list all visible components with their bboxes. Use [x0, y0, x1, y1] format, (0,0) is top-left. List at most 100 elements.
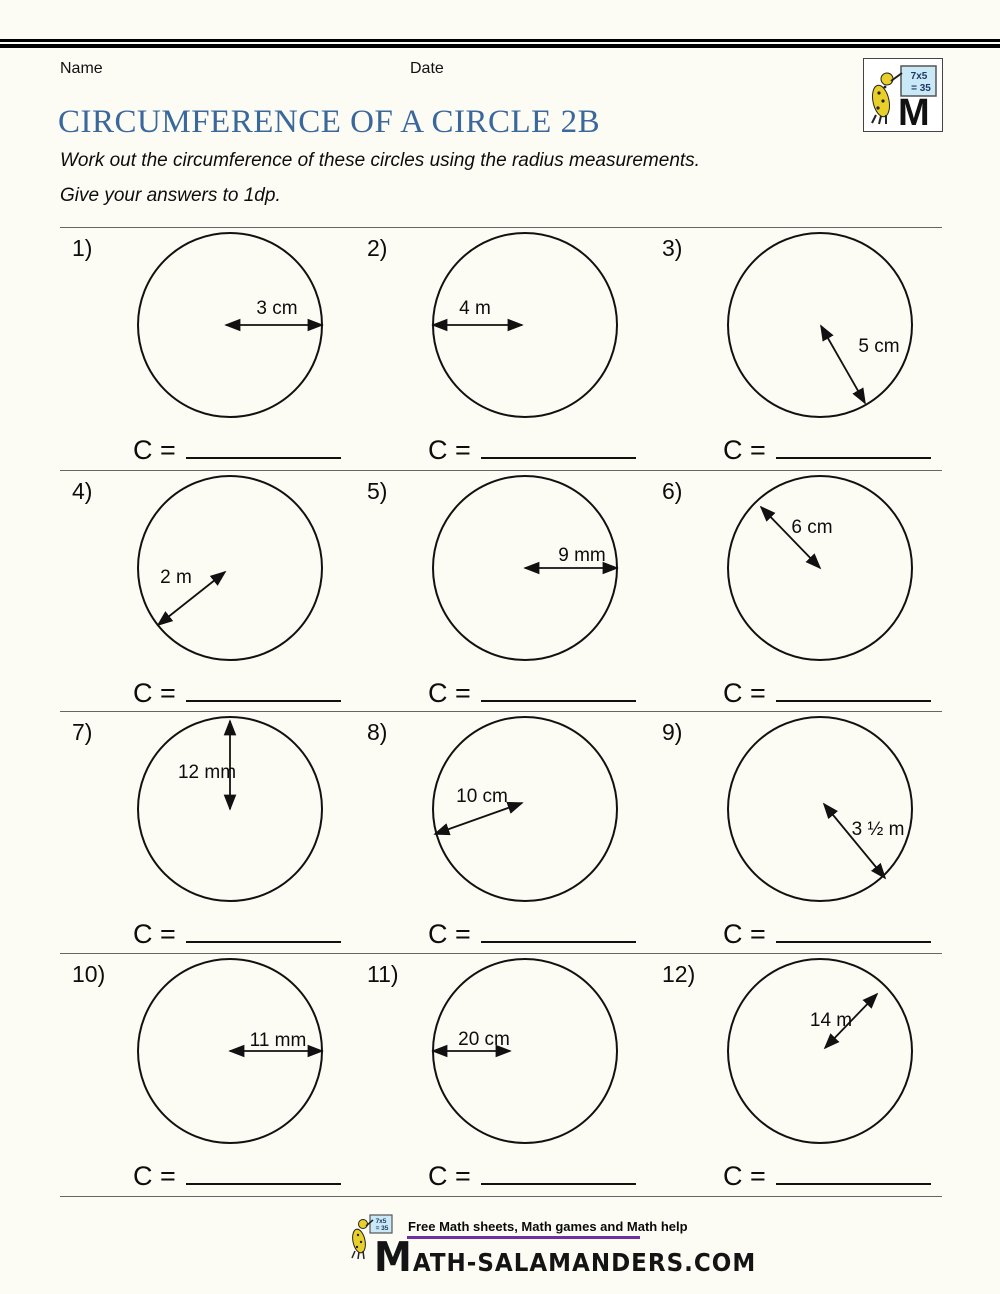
radius-label: 20 cm — [458, 1029, 510, 1050]
circle-shape — [432, 716, 618, 902]
circle-shape — [137, 475, 323, 661]
circle-diagram: 14 m — [650, 957, 950, 1154]
radius-arrow — [759, 505, 822, 570]
problem-number: 11) — [367, 961, 399, 987]
answer-blank-line[interactable] — [775, 913, 931, 943]
answer-blank-line[interactable] — [775, 672, 931, 702]
problem-cell: 7) 12 mm C = — [60, 711, 355, 952]
problem-cell: 9) 3 ½ m C = — [650, 711, 945, 952]
circle-diagram: 3 cm — [60, 231, 360, 428]
svg-text:7x5: 7x5 — [911, 71, 928, 82]
row-separator — [60, 1196, 942, 1197]
answer-blank-line[interactable] — [480, 1155, 636, 1185]
answer-row: C = — [428, 672, 636, 709]
circle-diagram: 9 mm — [355, 474, 655, 671]
circle-diagram: 10 cm — [355, 715, 655, 912]
problem-cell: 11) 20 cm C = — [355, 953, 650, 1194]
problem-number: 10) — [72, 961, 106, 987]
answer-blank-line[interactable] — [185, 672, 341, 702]
svg-text:M: M — [898, 92, 930, 131]
problem-number: 8) — [367, 719, 388, 745]
circle-diagram: 12 mm — [60, 715, 360, 912]
answer-row: C = — [428, 913, 636, 950]
problem-cell: 5) 9 mm C = — [355, 470, 650, 711]
circle-shape — [727, 232, 913, 418]
answer-blank-line[interactable] — [480, 672, 636, 702]
circle-diagram: 20 cm — [355, 957, 655, 1154]
footer-brand: MATH-SALAMANDERS.COM — [374, 1233, 757, 1281]
footer-tagline: Free Math sheets, Math games and Math he… — [408, 1219, 688, 1234]
radius-arrow — [822, 802, 887, 880]
circle-shape — [727, 716, 913, 902]
problem-number: 9) — [662, 719, 683, 745]
answer-row: C = — [723, 672, 931, 709]
answer-blank-line[interactable] — [480, 429, 636, 459]
answer-blank-line[interactable] — [775, 429, 931, 459]
answer-blank-line[interactable] — [185, 1155, 341, 1185]
top-border-bar — [0, 39, 1000, 48]
radius-label: 3 cm — [256, 298, 297, 319]
radius-arrow — [820, 324, 866, 405]
problem-number: 2) — [367, 235, 388, 261]
row-separator — [60, 227, 942, 228]
svg-text:7x5: 7x5 — [376, 1218, 387, 1225]
radius-label: 5 cm — [858, 336, 899, 357]
problem-cell: 12) 14 m C = — [650, 953, 945, 1194]
problem-number: 12) — [662, 961, 696, 987]
answer-blank-line[interactable] — [185, 429, 341, 459]
radius-label: 10 cm — [456, 786, 508, 807]
answer-row: C = — [428, 1155, 636, 1192]
problem-number: 1) — [72, 235, 93, 261]
date-label: Date — [410, 60, 444, 77]
radius-arrow — [433, 801, 524, 836]
answer-blank-line[interactable] — [775, 1155, 931, 1185]
instruction-line-1: Work out the circumference of these circ… — [60, 150, 700, 171]
problem-number: 6) — [662, 478, 683, 504]
svg-text:= 35: = 35 — [911, 83, 931, 94]
radius-label: 2 m — [160, 567, 192, 588]
radius-label: 11 mm — [250, 1030, 307, 1051]
circle-shape — [727, 958, 913, 1144]
answer-row: C = — [133, 672, 341, 709]
circle-diagram: 4 m — [355, 231, 655, 428]
problem-cell: 4) 2 m C = — [60, 470, 355, 711]
row-separator — [60, 953, 942, 954]
problem-number: 7) — [72, 719, 93, 745]
radius-arrow — [823, 992, 879, 1050]
logo-box: 7x5 = 35 M — [863, 58, 943, 134]
answer-prefix: C = — [723, 678, 766, 708]
circle-diagram: 2 m — [60, 474, 360, 671]
radius-arrow — [156, 570, 227, 627]
answer-blank-line[interactable] — [480, 913, 636, 943]
row-separator — [60, 470, 942, 471]
answer-row: C = — [723, 913, 931, 950]
name-label: Name — [60, 60, 103, 77]
problem-number: 3) — [662, 235, 683, 261]
salamander-logo-icon: 7x5 = 35 M — [871, 65, 937, 134]
radius-label: 9 mm — [558, 545, 606, 566]
circle-diagram: 5 cm — [650, 231, 950, 428]
answer-row: C = — [133, 913, 341, 950]
answer-prefix: C = — [133, 435, 176, 465]
radius-label: 4 m — [459, 298, 491, 319]
problem-number: 5) — [367, 478, 388, 504]
answer-blank-line[interactable] — [185, 913, 341, 943]
circle-shape — [137, 716, 323, 902]
problem-cell: 2) 4 m C = — [355, 227, 650, 468]
svg-text:= 35: = 35 — [376, 1225, 389, 1232]
answer-prefix: C = — [133, 678, 176, 708]
radius-label: 14 m — [810, 1010, 852, 1031]
radius-label: 6 cm — [791, 517, 832, 538]
answer-prefix: C = — [133, 919, 176, 949]
answer-prefix: C = — [428, 678, 471, 708]
problem-number: 4) — [72, 478, 93, 504]
footer-salamander-icon: 7x5 = 35 — [348, 1213, 394, 1268]
answer-row: C = — [723, 1155, 931, 1192]
answer-prefix: C = — [133, 1161, 176, 1191]
circle-diagram: 11 mm — [60, 957, 360, 1154]
problem-cell: 1) 3 cm C = — [60, 227, 355, 468]
answer-prefix: C = — [723, 1161, 766, 1191]
answer-row: C = — [428, 429, 636, 466]
problem-cell: 6) 6 cm C = — [650, 470, 945, 711]
